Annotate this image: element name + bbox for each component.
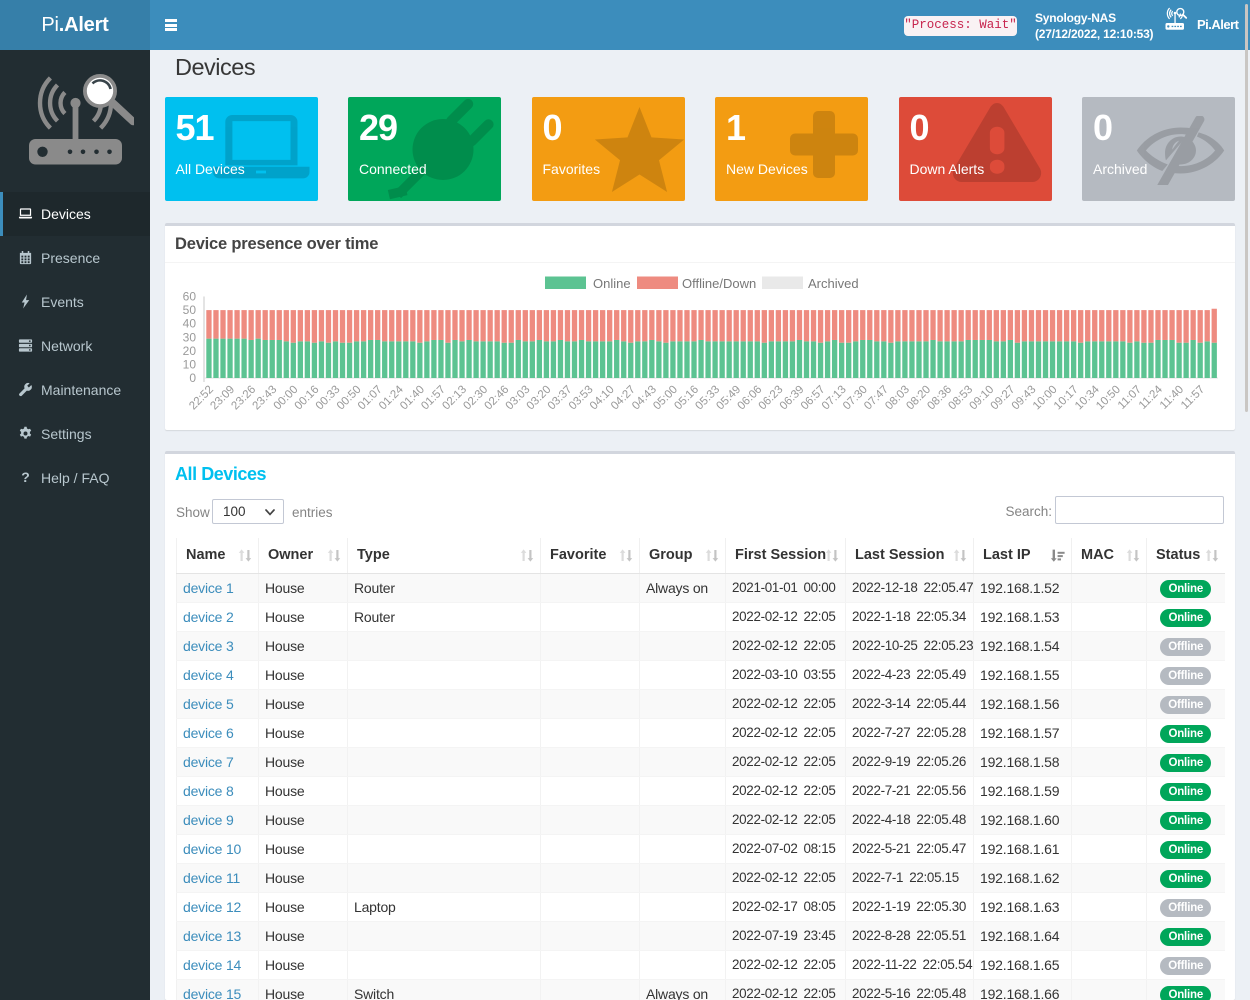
svg-text:20: 20 [183,343,197,357]
svg-text:Offline/Down: Offline/Down [682,276,756,291]
svg-text:40: 40 [183,316,197,330]
svg-text:11:57: 11:57 [1179,383,1207,411]
svg-text:50: 50 [183,303,197,317]
svg-text:30: 30 [183,330,197,344]
svg-text:0: 0 [189,371,196,385]
svg-text:60: 60 [183,289,197,303]
svg-text:Archived: Archived [808,276,859,291]
svg-text:10:50: 10:50 [1094,383,1123,412]
svg-text:Online: Online [593,276,631,291]
svg-text:10: 10 [183,357,197,371]
